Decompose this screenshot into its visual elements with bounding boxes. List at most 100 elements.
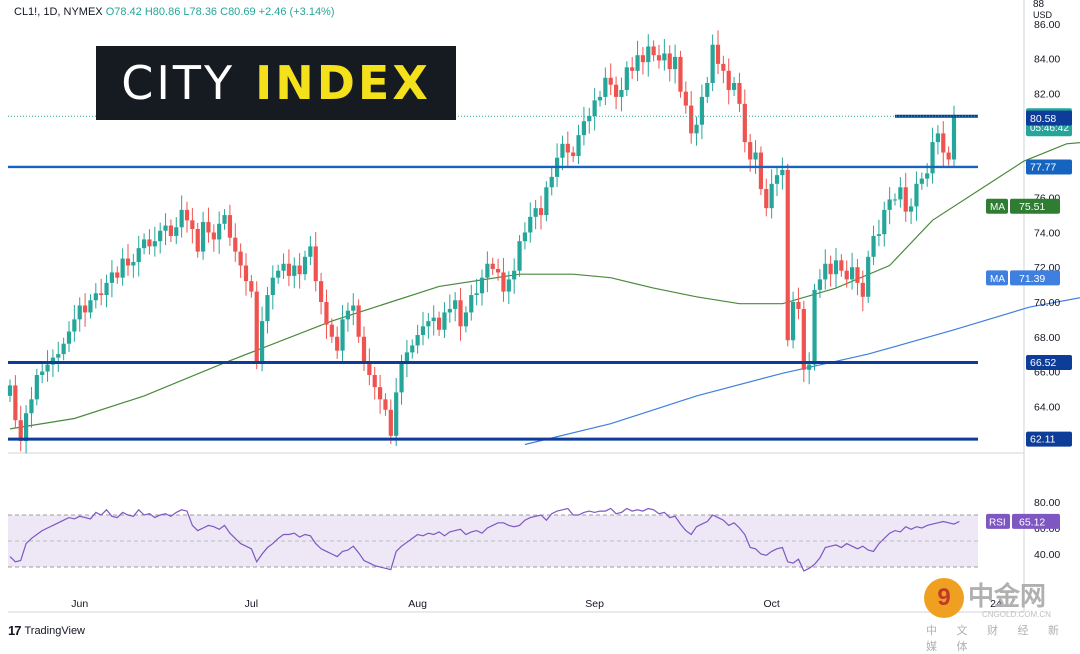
candle [753, 140, 758, 174]
candle-body [442, 312, 447, 330]
candle [77, 297, 82, 332]
candle [222, 209, 227, 230]
candle [501, 258, 506, 302]
candle-body [758, 152, 764, 190]
candle [512, 258, 517, 294]
candle-body [656, 55, 662, 61]
candle [286, 249, 292, 287]
candle-body [930, 142, 935, 174]
candle [817, 269, 823, 299]
symbol-label[interactable]: CL1!, 1D, NYMEX [14, 6, 103, 18]
candle-body [18, 420, 23, 442]
candle [195, 222, 200, 258]
candle-body [919, 178, 924, 184]
candle-body [571, 152, 576, 156]
candles-layer [7, 30, 957, 454]
candle-body [935, 133, 941, 143]
candle-body [329, 324, 334, 337]
candle [211, 224, 216, 252]
change-value: +2.46 (+3.14%) [258, 6, 335, 18]
candle [855, 259, 860, 296]
candle [587, 107, 592, 134]
candle-body [731, 83, 737, 90]
candle-body [925, 173, 930, 179]
candle-body [533, 208, 538, 217]
candle-body [458, 300, 463, 327]
candle-body [581, 121, 587, 136]
indicator-value-text: 71.39 [1019, 273, 1045, 285]
indicator-value-text: 75.51 [1019, 201, 1045, 213]
candle-body [490, 263, 495, 269]
candle [576, 124, 581, 165]
candle [689, 91, 694, 144]
candle-body [790, 302, 796, 341]
candle [463, 306, 469, 333]
candle-body [560, 143, 565, 158]
candle [345, 302, 351, 332]
candle-body [125, 258, 131, 266]
candle [61, 337, 66, 361]
price-tick-label: 70.00 [1034, 297, 1060, 309]
candle-body [34, 375, 39, 400]
candle-body [115, 272, 120, 278]
candle [828, 255, 833, 287]
candle [377, 374, 383, 414]
candle [426, 312, 431, 339]
candle-body [694, 124, 699, 134]
price-tick-label: 84.00 [1034, 54, 1060, 66]
candle-body [447, 308, 452, 313]
candle-body [941, 133, 946, 153]
candle-body [179, 209, 184, 228]
candle [340, 304, 345, 361]
candle [163, 213, 168, 246]
candle-body [667, 53, 672, 70]
candle-body [748, 142, 753, 160]
tradingview-footer[interactable]: 17 TradingView [8, 623, 85, 638]
watermark-title: 中金网 [968, 582, 1047, 612]
candle [656, 44, 662, 69]
candle [597, 90, 603, 107]
candle [871, 225, 876, 265]
candle-body [415, 335, 420, 346]
high-value: H80.86 [144, 6, 181, 18]
candle-body [705, 83, 710, 97]
candle [630, 57, 635, 80]
candle [136, 235, 141, 277]
candle-body [469, 295, 474, 313]
candle [82, 293, 88, 327]
candle-body [839, 260, 844, 271]
candle-body [45, 364, 50, 372]
rsi-line [9, 507, 960, 572]
candle [839, 254, 844, 277]
candle-body [23, 413, 29, 442]
candle-body [211, 232, 216, 240]
candle [404, 340, 410, 378]
countdown-label-text: 05:46:42 [1030, 123, 1069, 134]
candle [731, 76, 737, 97]
candle-body [780, 169, 785, 176]
candle [45, 350, 50, 382]
candle [318, 272, 324, 315]
price-tick-label: 68.00 [1034, 332, 1060, 344]
candle [833, 247, 839, 289]
candle [694, 116, 699, 146]
candle-body [254, 291, 259, 362]
candle-body [227, 215, 233, 238]
candle [608, 63, 613, 95]
candle [635, 40, 640, 82]
candle-body [313, 246, 318, 282]
candle [941, 121, 946, 167]
candle [313, 231, 318, 292]
candle-body [849, 267, 855, 280]
candle-body [281, 263, 286, 271]
candle [329, 318, 334, 343]
candle-body [715, 44, 721, 64]
price-tick-label: 82.00 [1034, 88, 1060, 100]
candle [544, 181, 549, 222]
candle [640, 47, 646, 75]
candle-body [844, 270, 849, 280]
candle [748, 133, 753, 172]
candle-body [866, 256, 871, 297]
candle-body [613, 84, 619, 97]
candle [801, 300, 806, 383]
